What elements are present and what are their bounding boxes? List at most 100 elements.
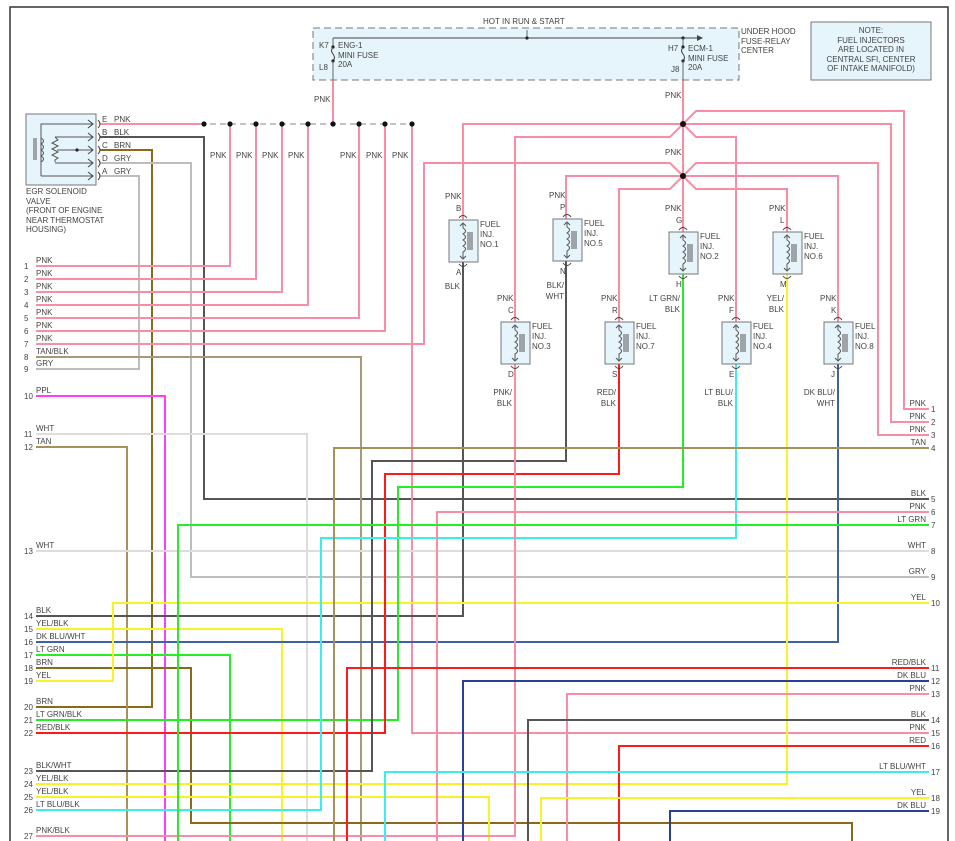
row-number: 15 xyxy=(931,729,940,738)
wire-label: PNK xyxy=(36,308,53,317)
row-number: 4 xyxy=(931,444,936,453)
row-number: 8 xyxy=(931,547,936,556)
wire-label: PNK/BLK xyxy=(36,826,70,835)
row-number: 15 xyxy=(24,625,33,634)
wire-red xyxy=(36,364,620,734)
wire-label: PNK xyxy=(549,191,566,200)
row-number: 7 xyxy=(931,521,936,530)
injector-label: INJ. xyxy=(855,332,869,341)
wires xyxy=(36,80,929,841)
injector-label: INJ. xyxy=(804,242,818,251)
wire-label: PNK xyxy=(36,269,53,278)
injector-label: FUEL xyxy=(532,322,553,331)
wire-label: BLK xyxy=(665,305,681,314)
coil-icon xyxy=(459,222,473,260)
connector-icon xyxy=(678,227,688,231)
wire-label: WHT xyxy=(36,541,54,550)
pin-label: E xyxy=(729,370,734,379)
wire-label: LT GRN xyxy=(36,645,65,654)
splice-dot xyxy=(253,121,259,127)
wire-label: PNK xyxy=(820,294,837,303)
wire-label: YEL xyxy=(911,788,927,797)
wire-label: PNK xyxy=(36,334,53,343)
splice-dot xyxy=(409,121,415,127)
wire-pnk xyxy=(436,511,929,841)
wire-label: YEL xyxy=(911,593,927,602)
coil-icon xyxy=(511,324,525,362)
arrow-icon xyxy=(87,145,94,155)
row-number: 14 xyxy=(24,612,33,621)
row-number: 17 xyxy=(931,768,940,777)
wire-label: BLK/WHT xyxy=(36,761,72,770)
wire-label: DK BLU/ xyxy=(804,388,836,397)
row-number: 16 xyxy=(931,742,940,751)
wire-pnk xyxy=(618,175,684,322)
wire-label: LT GRN/ xyxy=(649,294,681,303)
note-line: NOTE: xyxy=(859,26,883,35)
pin-label: L xyxy=(780,216,785,225)
wire-ltgrn xyxy=(177,524,929,841)
note-line: OF INTAKE MANIFOLD) xyxy=(827,64,915,73)
wire-label: YEL/BLK xyxy=(36,787,69,796)
wire-brn xyxy=(36,667,853,841)
wire-ltgrn xyxy=(36,654,231,841)
row-number: 18 xyxy=(24,664,33,673)
wire-label: BLK xyxy=(445,282,461,291)
wire-label: WHT xyxy=(817,399,835,408)
row-number: 25 xyxy=(24,793,33,802)
arrow-icon xyxy=(697,35,703,41)
injector-label: INJ. xyxy=(480,230,494,239)
egr-title: HOUSING) xyxy=(26,225,66,234)
wire-pnk xyxy=(36,364,516,837)
wire-red xyxy=(346,667,929,841)
wire-label: DK BLU xyxy=(897,671,926,680)
pin-label: H xyxy=(676,280,682,289)
pin-label: G xyxy=(676,216,682,225)
wire-label: RED/BLK xyxy=(892,658,927,667)
row-number: 22 xyxy=(24,729,33,738)
wire-label: PNK xyxy=(262,151,279,160)
injector-label: NO.4 xyxy=(753,342,772,351)
arrow-icon xyxy=(87,171,94,181)
row-number: 9 xyxy=(24,365,29,374)
wire-ppl xyxy=(36,395,166,841)
wire-yel xyxy=(36,602,929,682)
fuse-in-pin: H7 xyxy=(668,44,679,53)
injector-label: NO.2 xyxy=(700,252,719,261)
wire-label: BLK xyxy=(911,710,927,719)
wire-red xyxy=(618,745,929,841)
fuse-box-outline xyxy=(312,27,740,81)
row-number: 2 xyxy=(24,275,29,284)
splice-dot xyxy=(356,121,362,127)
injector-label: NO.3 xyxy=(532,342,551,351)
note-box: NOTE: FUEL INJECTORS ARE LOCATED IN CENT… xyxy=(810,21,932,81)
wire-pnk xyxy=(36,124,257,280)
connector-icon xyxy=(614,365,624,369)
row-number: 5 xyxy=(931,495,936,504)
connector-icon xyxy=(833,317,843,321)
pin-label: A xyxy=(456,268,462,277)
wire-label: PNK xyxy=(910,723,927,732)
wire-gry xyxy=(36,175,140,370)
row-number: 16 xyxy=(24,638,33,647)
connector-icon xyxy=(731,365,741,369)
row-number: 2 xyxy=(931,418,936,427)
wire-label: BLK xyxy=(114,128,130,137)
wire-ltblu xyxy=(384,771,929,841)
pin-label: B xyxy=(456,204,461,213)
egr-title: NEAR THERMOSTAT xyxy=(26,216,104,225)
wire-dkblu xyxy=(462,680,929,841)
wire-blk xyxy=(36,261,567,772)
row-number: 11 xyxy=(931,664,940,673)
fuse-ecm-1: H7 J8 ECM-1 MINI FUSE 20A xyxy=(668,36,728,80)
arrow-icon xyxy=(87,132,94,142)
wire-yel xyxy=(540,797,929,841)
splice-dot xyxy=(330,121,336,127)
wire-label: BRN xyxy=(114,141,131,150)
wire-label: LT BLU/WHT xyxy=(879,762,926,771)
row-number: 6 xyxy=(931,508,936,517)
